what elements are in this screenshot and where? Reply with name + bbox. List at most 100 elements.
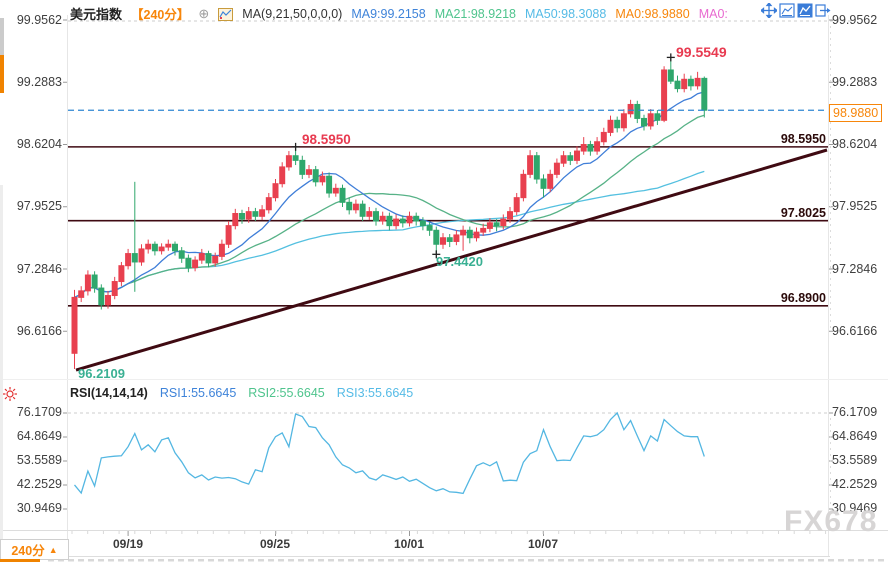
candle-body bbox=[111, 281, 118, 297]
bottom-scroll-dash bbox=[198, 559, 204, 562]
ma21-value: MA21:98.9218 bbox=[434, 6, 517, 21]
bottom-scroll-dash bbox=[148, 559, 154, 562]
candle-body bbox=[326, 175, 333, 194]
rsi-axis-label: 64.8649 bbox=[16, 429, 62, 443]
candle-body bbox=[346, 201, 353, 211]
ma21-line bbox=[74, 114, 705, 298]
candle-body bbox=[440, 237, 446, 245]
period-label[interactable]: 【240分】 bbox=[131, 8, 190, 22]
axis-scale-icon[interactable] bbox=[779, 3, 795, 18]
indicator-settings-icon[interactable] bbox=[2, 386, 18, 402]
axis-dot bbox=[830, 86, 831, 88]
ma9-value: MA9:99.2158 bbox=[351, 6, 426, 21]
mid-peak-annotation: 98.5950 bbox=[302, 132, 351, 147]
bottom-scroll-dash bbox=[248, 559, 254, 562]
bottom-scroll-dash bbox=[498, 559, 504, 562]
bottom-scroll-dash bbox=[598, 559, 604, 562]
candle-body bbox=[507, 211, 513, 220]
collapse-panel-icon[interactable] bbox=[815, 3, 831, 18]
rsi-settings-label: RSI(14,14,14) bbox=[70, 386, 148, 400]
bottom-scroll-dash bbox=[558, 559, 564, 562]
bottom-scroll-dash bbox=[168, 559, 174, 562]
candle-body bbox=[647, 113, 654, 127]
candle-body bbox=[205, 253, 212, 264]
bottom-scroll-dash bbox=[458, 559, 464, 562]
axis-dot bbox=[830, 26, 831, 28]
bottom-scroll-dash bbox=[108, 559, 114, 562]
price-axis-label: 99.2883 bbox=[16, 75, 62, 89]
bottom-scroll-dash bbox=[448, 559, 454, 562]
axis-dot bbox=[830, 296, 831, 298]
candle-body bbox=[145, 243, 152, 250]
candle-body bbox=[473, 231, 480, 239]
price-axis-label: 99.2883 bbox=[832, 75, 878, 89]
axis-dot bbox=[830, 122, 831, 124]
x-axis-label: 09/25 bbox=[259, 537, 291, 551]
rsi-header: RSI(14,14,14) RSI1:55.6645 RSI2:55.6645 … bbox=[70, 386, 413, 400]
candle-body bbox=[419, 220, 426, 227]
period-tab[interactable]: 240分 ▲ bbox=[0, 539, 69, 560]
rsi-axis-label: 64.8649 bbox=[832, 429, 878, 443]
bottom-scroll-dash bbox=[858, 559, 864, 562]
mini-chart-icon[interactable] bbox=[218, 7, 234, 21]
axis-dot bbox=[830, 134, 831, 136]
candle-body bbox=[165, 243, 172, 248]
bottom-scroll-dash bbox=[208, 559, 214, 562]
bottom-scroll-dash bbox=[158, 559, 164, 562]
bottom-scroll-dash bbox=[298, 559, 304, 562]
ma0-value: MA0:98.9880 bbox=[615, 6, 690, 21]
bottom-scroll-dash bbox=[288, 559, 294, 562]
bottom-scroll-dash bbox=[268, 559, 274, 562]
scrollbar-thumb[interactable] bbox=[0, 55, 4, 93]
bottom-scroll-dash bbox=[478, 559, 484, 562]
candle-body bbox=[379, 215, 386, 222]
axis-dot bbox=[830, 188, 831, 190]
bottom-scroll-dash bbox=[468, 559, 474, 562]
rsi2-value: RSI2:55.6645 bbox=[248, 386, 325, 400]
candle-body bbox=[547, 173, 554, 189]
bottom-scroll-dash bbox=[368, 559, 374, 562]
candle-body bbox=[105, 295, 111, 306]
axis-dot bbox=[830, 490, 831, 492]
price-axis-label: 96.6166 bbox=[832, 324, 878, 338]
axis-dot bbox=[830, 152, 831, 154]
axis-dot bbox=[830, 164, 831, 166]
axis-dot bbox=[830, 266, 831, 268]
bottom-scroll-dash bbox=[138, 559, 144, 562]
axis-dot bbox=[830, 80, 831, 82]
watermark: FX678 bbox=[784, 505, 878, 538]
candle-body bbox=[667, 69, 674, 82]
bottom-scroll-dash bbox=[548, 559, 554, 562]
bottom-scroll-dash bbox=[828, 559, 834, 562]
pan-tool-icon[interactable] bbox=[759, 1, 779, 20]
candle-body bbox=[279, 166, 286, 185]
axis-dot bbox=[830, 170, 831, 172]
candle-body bbox=[138, 248, 145, 263]
axis-dot bbox=[830, 460, 831, 462]
axis-dot bbox=[830, 502, 831, 504]
bottom-scroll-dash bbox=[788, 559, 794, 562]
candle-body bbox=[500, 218, 507, 227]
axis-dot bbox=[830, 68, 831, 70]
axis-dot bbox=[830, 218, 831, 220]
axis-dot bbox=[830, 442, 831, 444]
axis-dot bbox=[830, 484, 831, 486]
candle-body bbox=[520, 173, 527, 199]
bottom-scroll-dash bbox=[838, 559, 844, 562]
candle-body bbox=[641, 117, 647, 127]
axis-dot bbox=[830, 242, 831, 244]
bottom-scroll-dash bbox=[48, 559, 54, 562]
circle-plus-icon[interactable]: ⊕ bbox=[198, 5, 210, 21]
axis-dot bbox=[830, 326, 831, 328]
axis-dot bbox=[830, 50, 831, 52]
bottom-scroll-dash bbox=[508, 559, 514, 562]
axis-dot bbox=[830, 200, 831, 202]
candle-body bbox=[540, 178, 547, 189]
scrollbar-track[interactable] bbox=[0, 18, 4, 55]
candle-body bbox=[580, 144, 587, 152]
chart-panel-icon[interactable] bbox=[797, 3, 813, 18]
axis-dot bbox=[830, 92, 831, 94]
axis-dot bbox=[830, 260, 831, 262]
candle-body bbox=[212, 255, 219, 264]
